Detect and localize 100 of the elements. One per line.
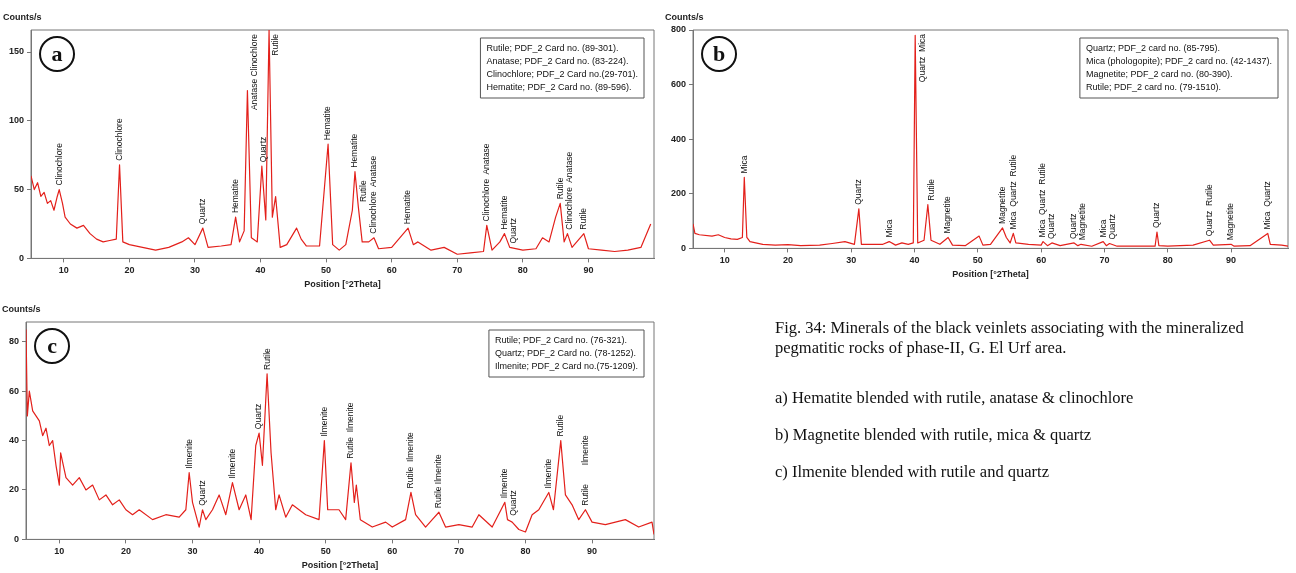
annotation: Rutile xyxy=(554,177,565,200)
y-tick-label: 0 xyxy=(681,242,687,253)
y-tick-label: 50 xyxy=(14,184,25,195)
annotation: Rutile xyxy=(555,414,566,437)
x-tick-label: 40 xyxy=(255,265,266,276)
annotation: Quartz xyxy=(1068,213,1079,239)
annotation: Hematite xyxy=(229,178,240,214)
annotation: Ilmenite xyxy=(183,438,194,469)
y-tick-label: 200 xyxy=(670,188,687,199)
x-tick-label: 10 xyxy=(58,265,69,276)
x-tick-label: 10 xyxy=(54,546,65,557)
annotation: Quartz; PDF_2 Card no. (78-1252). xyxy=(494,347,637,358)
y-tick-label: 40 xyxy=(9,435,20,446)
annotation: Hematite xyxy=(402,189,413,225)
y-tick-label: 800 xyxy=(670,24,687,35)
x-tick-label: 60 xyxy=(386,265,397,276)
text: a xyxy=(51,40,63,66)
text: b xyxy=(712,40,726,66)
annotation: Rutile; PDF_2 Card no. (76-321). xyxy=(494,334,627,345)
y-tick-label: 60 xyxy=(9,385,20,396)
annotation: Quartz Mica xyxy=(916,33,927,83)
x-tick-label: 30 xyxy=(189,265,200,276)
annotation: Quartz xyxy=(257,136,268,163)
annotation: Quartz; PDF_2 card no. (85-795). xyxy=(1085,42,1220,53)
annotation: Rutile Ilmenite xyxy=(345,402,356,459)
annotation: Rutile xyxy=(925,178,936,201)
annotation: Quartz xyxy=(197,198,208,225)
annotation: Quartz xyxy=(508,490,519,516)
annotation: Magnetite; PDF_2 card no. (80-390). xyxy=(1085,68,1233,79)
annotation: Rutile xyxy=(358,180,369,203)
x-tick-label: 70 xyxy=(453,546,464,557)
annotation: Hematite xyxy=(498,195,509,230)
annotation: Quartz xyxy=(196,480,207,506)
annotation: Mica xyxy=(738,155,749,174)
annotation: Clinochlore xyxy=(53,142,64,186)
annotation: Rutile Ilmenite xyxy=(405,431,416,489)
annotation: Clinochlore Anatase xyxy=(368,155,379,234)
annotation: Mica Quartz Rutile xyxy=(1007,154,1018,230)
x-tick-label: 60 xyxy=(387,546,398,557)
x-tick-label: 40 xyxy=(909,255,920,266)
x-tick-label: 80 xyxy=(520,546,531,557)
annotation: Ilmenite xyxy=(318,406,329,437)
annotation: Quartz xyxy=(1151,202,1162,229)
annotation: Rutile Ilmenite xyxy=(433,454,444,509)
y-tick-label: 20 xyxy=(9,484,20,495)
y-tick-label: 400 xyxy=(670,133,687,144)
y-tick-label: 600 xyxy=(670,79,687,90)
text: a) Hematite blended with rutile, anatase & clinochlore xyxy=(775,388,1135,408)
x-tick-label: 90 xyxy=(587,546,598,557)
annotation: Anatase; PDF_2 Card no. (83-224). xyxy=(486,55,629,66)
annotation: Rutile; PDF_2 Card no. (89-301). xyxy=(486,42,619,53)
annotation: Mica Quartz Rutile xyxy=(1037,162,1048,238)
y-tick-label: 80 xyxy=(9,336,20,347)
annotation: Magnetite xyxy=(942,195,953,234)
annotation: Rutile Ilmenite xyxy=(579,435,590,506)
annotation: Mica (phologopite); PDF_2 card no. (42-1437). xyxy=(1085,55,1273,66)
y-tick-label: 0 xyxy=(19,252,25,263)
x-tick-label: 90 xyxy=(583,265,594,276)
annotation: Ilmenite xyxy=(499,468,510,499)
annotation: Quartz Rutile xyxy=(1203,183,1214,237)
x-tick-label: 80 xyxy=(517,265,528,276)
annotation: Clinochlore xyxy=(113,118,124,161)
annotation: Quartz xyxy=(853,179,864,205)
x-tick-label: 70 xyxy=(1099,255,1110,266)
x-tick-label: 30 xyxy=(846,255,857,266)
x-axis-title: Position [°2Theta] xyxy=(952,269,1029,280)
annotation: Clinochlore Anatase xyxy=(563,151,574,230)
text: Fig. 34: Minerals of the black veinlets associating with the mineralized pegmatitic rocks of phase-II, G. El Urf area. xyxy=(775,318,1245,358)
annotation: Magnetite xyxy=(1077,202,1088,241)
text: c xyxy=(47,332,58,358)
x-tick-label: 80 xyxy=(1162,255,1173,266)
x-tick-label: 10 xyxy=(719,255,730,266)
x-axis-title: Position [°2Theta] xyxy=(301,560,379,571)
annotation: Mica Quartz xyxy=(1262,181,1273,230)
annotation: Quartz xyxy=(1106,213,1117,240)
annotation: Rutile; PDF_2 card no. (79-1510). xyxy=(1085,81,1221,92)
y-tick-label: 0 xyxy=(14,533,20,544)
annotation: Quartz xyxy=(507,217,518,244)
x-tick-label: 20 xyxy=(120,546,131,557)
y-axis-title: Counts/s xyxy=(665,11,704,22)
x-tick-label: 30 xyxy=(187,546,198,557)
annotation: Mica xyxy=(1097,219,1108,238)
annotation: Ilmenite xyxy=(543,458,554,489)
y-axis-title: Counts/s xyxy=(2,303,41,314)
y-axis-title: Counts/s xyxy=(3,11,42,22)
annotation: Rutile xyxy=(270,33,281,56)
x-tick-label: 40 xyxy=(254,546,265,557)
x-tick-label: 20 xyxy=(124,265,135,276)
annotation: Mica xyxy=(883,219,894,238)
x-tick-label: 60 xyxy=(1036,255,1047,266)
annotation: Clinochlore; PDF_2 Card no.(29-701). xyxy=(486,68,639,79)
x-tick-label: 50 xyxy=(972,255,983,266)
annotation: Ilmenite; PDF_2 Card no.(75-1209). xyxy=(494,360,639,371)
annotation: Hematite; PDF_2 Card no. (89-596). xyxy=(486,81,632,92)
annotation: Ilmenite xyxy=(226,448,237,479)
x-tick-label: 70 xyxy=(452,265,463,276)
annotation: Rutile xyxy=(578,207,589,230)
y-tick-label: 100 xyxy=(8,115,25,126)
annotation: Quartz xyxy=(1046,213,1057,239)
text: c) Ilmenite blended with rutile and quartz xyxy=(775,462,1050,482)
